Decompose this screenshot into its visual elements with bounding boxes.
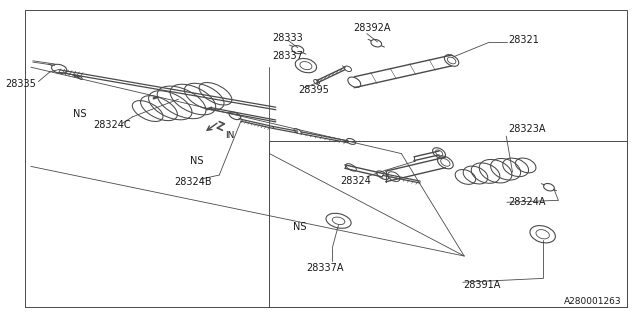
Text: 28337: 28337 [273,51,303,61]
Text: NS: NS [189,156,204,166]
Text: 28324A: 28324A [508,197,546,207]
Text: 28323A: 28323A [508,124,546,134]
Text: 28392A: 28392A [353,23,390,33]
Text: 28335: 28335 [5,79,36,89]
Text: 28395: 28395 [298,84,328,95]
Text: IN: IN [225,131,235,140]
Text: 28321: 28321 [508,35,539,45]
Text: 28324: 28324 [340,176,371,186]
Text: NS: NS [293,222,307,232]
Text: 28324B: 28324B [174,177,212,187]
Text: 28324C: 28324C [93,120,131,131]
Text: 28391A: 28391A [463,280,500,291]
Text: A280001263: A280001263 [564,297,621,306]
Text: NS: NS [73,108,86,119]
Text: 28337A: 28337A [306,263,344,273]
Text: 28333: 28333 [273,33,303,44]
